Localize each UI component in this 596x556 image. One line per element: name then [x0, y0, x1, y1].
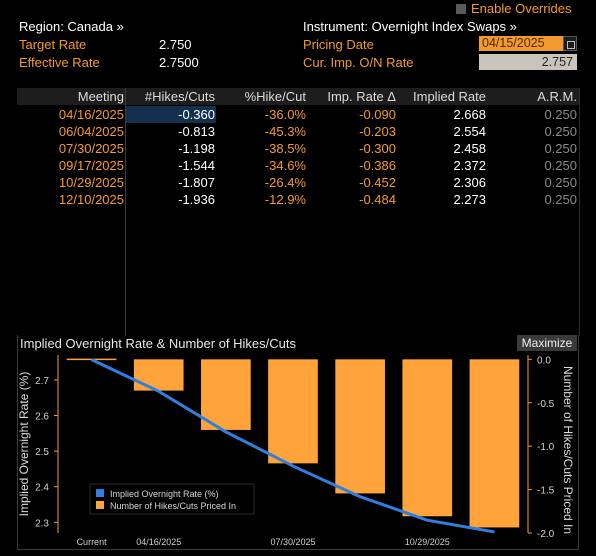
- table-row[interactable]: 06/04/2025 -0.813 -45.3% -0.203 2.554 0.250: [17, 123, 579, 140]
- cell-arm: 0.250: [544, 107, 577, 122]
- legend-label-bar: Number of Hikes/Cuts Priced In: [110, 501, 236, 511]
- left-tick-label: 2.7: [35, 376, 49, 387]
- cell-arm: 0.250: [544, 158, 577, 173]
- meetings-table: Meeting #Hikes/Cuts %Hike/Cut Imp. Rate …: [17, 88, 580, 336]
- x-tick-label: 10/29/2025: [405, 537, 450, 547]
- cell-delta: -0.203: [359, 124, 396, 139]
- legend-swatch-bar: [96, 501, 104, 509]
- left-tick-label: 2.5: [35, 447, 49, 458]
- instrument-selector[interactable]: Instrument: Overnight Index Swaps »: [303, 19, 517, 34]
- left-tick-label: 2.4: [35, 483, 49, 494]
- maximize-button[interactable]: Maximize: [517, 335, 577, 351]
- column-divider: [125, 88, 126, 336]
- col-delta-header[interactable]: Imp. Rate Δ: [327, 89, 396, 104]
- col-meeting-header[interactable]: Meeting: [77, 89, 124, 104]
- calendar-icon[interactable]: [563, 36, 577, 51]
- col-arm-header[interactable]: A.R.M.: [537, 89, 577, 104]
- x-tick-label: 04/16/2025: [136, 537, 181, 547]
- target-rate-value: 2.750: [159, 37, 192, 52]
- cell-delta: -0.300: [359, 141, 396, 156]
- legend-label-line: Implied Overnight Rate (%): [110, 489, 219, 499]
- hikes-bar: [201, 359, 251, 430]
- cell-arm: 0.250: [544, 141, 577, 156]
- table-row[interactable]: 04/16/2025 -0.360 -36.0% -0.090 2.668 0.250: [17, 106, 579, 123]
- cell-rate: 2.458: [453, 141, 486, 156]
- hikes-bar: [268, 359, 318, 464]
- cell-meeting: 12/10/2025: [58, 192, 124, 207]
- cell-rate: 2.273: [453, 192, 486, 207]
- cur-rate-input[interactable]: 2.757: [479, 54, 577, 70]
- effective-rate-value: 2.7500: [159, 55, 199, 70]
- cell-hikes[interactable]: -0.813: [178, 124, 215, 139]
- cell-delta: -0.452: [359, 175, 396, 190]
- x-tick-label: Current: [77, 537, 108, 547]
- right-tick-label: 0.0: [537, 355, 551, 366]
- selected-cell-highlight: [126, 106, 216, 123]
- cell-meeting: 07/30/2025: [58, 141, 124, 156]
- left-tick-label: 2.6: [35, 412, 49, 423]
- cell-meeting: 04/16/2025: [58, 107, 124, 122]
- cell-arm: 0.250: [544, 175, 577, 190]
- table-row[interactable]: 10/29/2025 -1.807 -26.4% -0.452 2.306 0.250: [17, 174, 579, 191]
- right-tick-label: -1.5: [537, 486, 555, 497]
- cell-hikes[interactable]: -1.544: [178, 158, 215, 173]
- hikes-bar: [469, 359, 520, 528]
- col-hikes-header[interactable]: #Hikes/Cuts: [144, 89, 215, 104]
- legend-swatch-line: [96, 489, 104, 497]
- right-tick-label: -2.0: [537, 529, 555, 540]
- pricing-date-label: Pricing Date: [303, 37, 374, 52]
- hikes-bar: [133, 359, 184, 391]
- table-row[interactable]: 12/10/2025 -1.936 -12.9% -0.484 2.273 0.250: [17, 191, 579, 208]
- region-selector[interactable]: Region: Canada »: [19, 19, 124, 34]
- cur-rate-label: Cur. Imp. O/N Rate: [303, 55, 414, 70]
- enable-overrides-label: Enable Overrides: [471, 1, 572, 16]
- right-axis-label: Number of Hikes/Cuts Priced In: [561, 366, 575, 534]
- cell-delta: -0.090: [359, 107, 396, 122]
- cell-pct: -12.9%: [264, 192, 306, 207]
- hikes-bar: [335, 359, 385, 494]
- right-tick-label: -0.5: [537, 399, 555, 410]
- cell-hikes[interactable]: -1.198: [178, 141, 215, 156]
- cell-pct: -36.0%: [264, 107, 306, 122]
- effective-rate-label: Effective Rate: [19, 55, 100, 70]
- cell-pct: -45.3%: [264, 124, 306, 139]
- cell-pct: -38.5%: [264, 141, 306, 156]
- implied-rate-chart: 2.7 2.6 2.5 2.4 2.3 0.0 -0.5 -1.0 -1.5 -2.0 Implie…: [18, 355, 575, 547]
- cell-meeting: 10/29/2025: [58, 175, 124, 190]
- col-pct-header[interactable]: %Hike/Cut: [244, 89, 306, 104]
- cell-rate: 2.668: [453, 107, 486, 122]
- cell-delta: -0.386: [359, 158, 396, 173]
- cell-meeting: 09/17/2025: [58, 158, 124, 173]
- cell-rate: 2.306: [453, 175, 486, 190]
- pricing-date-input[interactable]: 04/15/2025: [479, 36, 566, 51]
- cell-rate: 2.372: [453, 158, 486, 173]
- cell-arm: 0.250: [544, 192, 577, 207]
- cell-rate: 2.554: [453, 124, 486, 139]
- cell-arm: 0.250: [544, 124, 577, 139]
- cell-meeting: 06/04/2025: [58, 124, 124, 139]
- chart-title: Implied Overnight Rate & Number of Hikes…: [20, 336, 296, 351]
- cell-hikes[interactable]: -1.807: [178, 175, 215, 190]
- col-rate-header[interactable]: Implied Rate: [413, 89, 486, 104]
- implied-rate-line: [90, 358, 495, 534]
- hikes-bar: [402, 359, 453, 517]
- target-rate-label: Target Rate: [19, 37, 87, 52]
- chart-panel: Implied Overnight Rate & Number of Hikes…: [17, 335, 579, 550]
- table-header: Meeting #Hikes/Cuts %Hike/Cut Imp. Rate …: [17, 88, 579, 105]
- legend-box: [89, 483, 255, 515]
- table-row[interactable]: 07/30/2025 -1.198 -38.5% -0.300 2.458 0.250: [17, 140, 579, 157]
- cell-hikes[interactable]: -0.360: [178, 107, 215, 122]
- left-axis-label: Implied Overnight Rate (%): [18, 372, 31, 517]
- cell-delta: -0.484: [359, 192, 396, 207]
- enable-overrides-checkbox[interactable]: [456, 4, 466, 14]
- x-tick-label: 07/30/2025: [270, 537, 315, 547]
- table-row[interactable]: 09/17/2025 -1.544 -34.6% -0.386 2.372 0.250: [17, 157, 579, 174]
- left-tick-label: 2.3: [35, 518, 49, 529]
- cell-hikes[interactable]: -1.936: [178, 192, 215, 207]
- cell-pct: -26.4%: [264, 175, 306, 190]
- right-tick-label: -1.0: [537, 442, 555, 453]
- cell-pct: -34.6%: [264, 158, 306, 173]
